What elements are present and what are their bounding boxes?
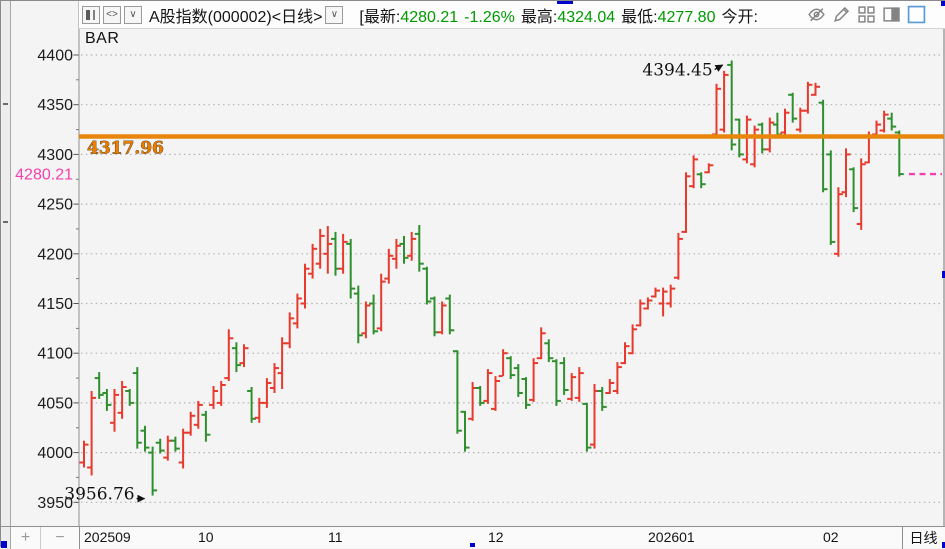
minus-icon: − [55,529,65,546]
last-price-label: 4280.21 [15,167,73,184]
low-value: 4277.80 [657,8,716,26]
indicator-label: BAR [85,30,120,47]
svg-text:4000: 4000 [37,445,73,462]
high-annotation: 4394.45 [642,61,712,81]
high-value: 4324.04 [557,8,616,26]
svg-text:4200: 4200 [37,246,73,263]
edge-marker [942,271,945,278]
x-axis-label: 202509 [84,529,131,545]
svg-text:4100: 4100 [37,346,73,363]
chevron-down-icon: ∨ [129,9,137,20]
chevron-down-icon: ∨ [330,9,339,20]
high-label: 最高: [520,8,558,26]
latest-label: 最新: [363,8,401,26]
low-annotation: 3956.76 [64,485,134,505]
split-panel-icon[interactable] [882,5,901,24]
pencil-icon[interactable] [832,5,851,24]
bottom-strip [1,527,11,549]
edge-marker [557,1,573,4]
x-axis-label: 02 [823,529,839,545]
collapse-button[interactable]: ∨ [124,5,142,24]
time-axis-bar: + − 202509 10 11 12 202601 02 日线 [1,526,945,549]
zoom-out-button[interactable]: − [41,527,79,549]
chart-title: A股指数(000002)<日线> [149,8,323,26]
angle-brackets-icon: <> [106,9,118,20]
open-label: 今开: [721,8,758,26]
ohlc-bars [79,60,904,496]
svg-text:4400: 4400 [37,48,73,65]
edge-marker [941,1,945,6]
title-dropdown-button[interactable]: ∨ [325,5,344,24]
svg-text:4250: 4250 [37,197,73,214]
low-label: 最低: [621,8,658,26]
edge-marker [470,543,475,547]
axis-separator [79,527,80,549]
period-selector[interactable]: 日线 [902,527,944,549]
edge-marker [942,542,945,548]
y-grid: 4400 4350 4300 4250 4200 4150 4100 4050 4000 3950 [37,48,943,512]
svg-text:4300: 4300 [37,147,73,164]
panel-icon [86,9,95,20]
hide-eye-icon[interactable] [807,5,826,24]
svg-text:4050: 4050 [37,395,73,412]
strip-tick [3,221,8,223]
svg-text:4350: 4350 [37,97,73,114]
edge-marker [1,541,7,548]
svg-text:3950: 3950 [37,495,73,512]
strip-tick [3,103,8,105]
panel-button[interactable] [82,5,100,24]
left-indicator-strip[interactable] [1,1,11,548]
blue-square-icon[interactable] [907,5,926,24]
period-label: 日线 [909,530,938,546]
grid-icon[interactable] [857,5,876,24]
plus-icon: + [20,529,31,546]
x-axis-label: 12 [488,529,504,545]
angle-brackets-button[interactable]: <> [103,5,121,24]
svg-text:4150: 4150 [37,296,73,313]
quote-bracket: [ [359,8,364,26]
latest-value: 4280.21 [400,8,459,26]
alert-hline-label: 4317.96 [87,139,164,159]
x-axis-label: 202601 [648,529,695,545]
x-axis-label: 10 [198,529,214,545]
header-bar: <> ∨ A股指数(000002)<日线> ∨ [最新:4280.21 -1.26… [79,1,945,29]
change-pct: -1.26% [464,8,515,26]
x-axis-label: 11 [328,529,343,545]
header-toolbar [807,5,926,24]
quote-readout: [最新:4280.21 -1.26% 最高:4324.04 最低:4277.80 今开: [359,3,758,27]
zoom-in-button[interactable]: + [11,527,41,549]
